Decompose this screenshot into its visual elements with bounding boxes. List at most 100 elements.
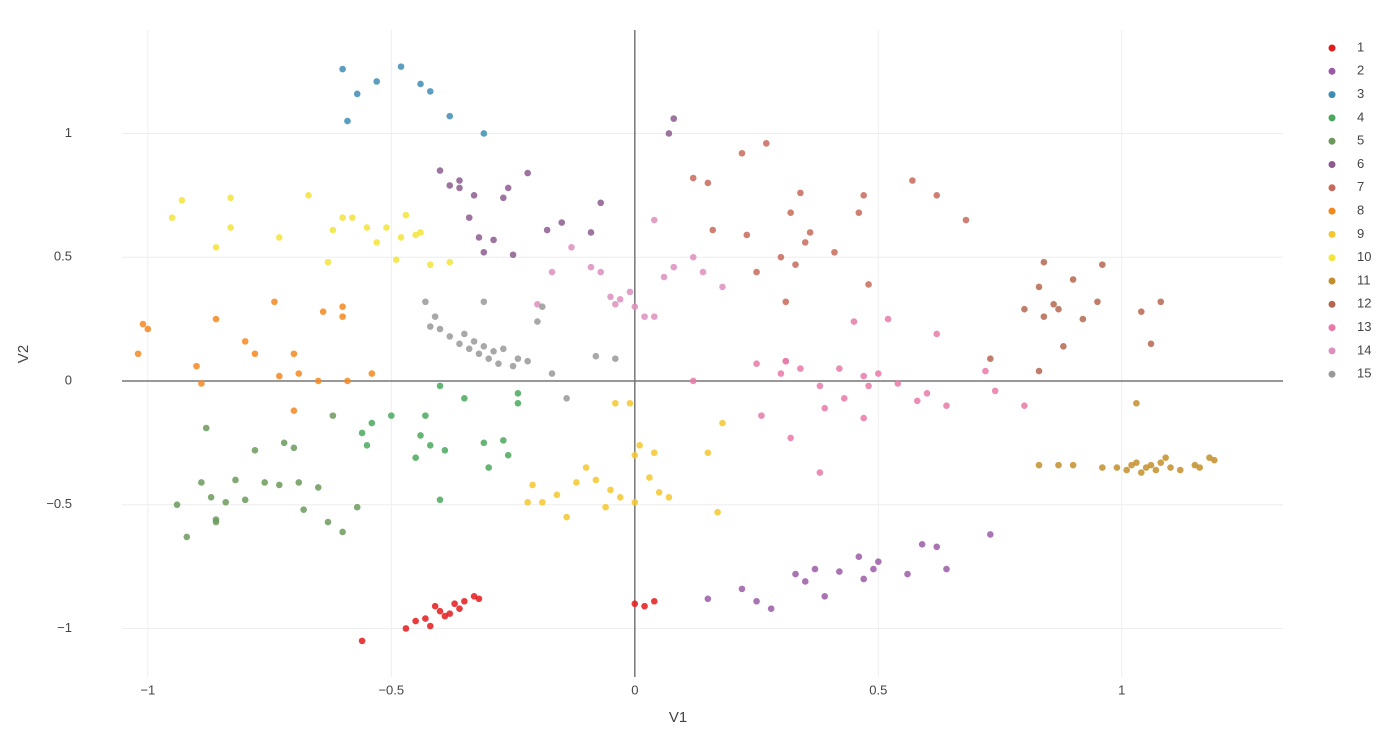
point xyxy=(933,543,941,551)
point xyxy=(704,179,712,187)
point xyxy=(1040,313,1048,320)
point xyxy=(626,399,634,407)
point xyxy=(641,602,648,610)
legend-swatch xyxy=(1328,161,1336,168)
legend-swatch xyxy=(1328,347,1336,355)
point xyxy=(1113,464,1121,471)
point xyxy=(353,503,361,511)
point xyxy=(592,476,600,484)
point xyxy=(650,216,658,224)
point xyxy=(344,377,351,385)
x-tick-label: 0.5 xyxy=(869,682,887,697)
point xyxy=(446,112,454,120)
grid xyxy=(122,30,1283,677)
point xyxy=(1035,367,1043,375)
point xyxy=(875,558,882,565)
point xyxy=(797,365,804,372)
point xyxy=(397,63,405,70)
legend-swatch xyxy=(1328,230,1336,238)
point xyxy=(1133,399,1140,407)
point xyxy=(660,273,668,281)
point xyxy=(860,192,867,199)
legend-swatch xyxy=(1328,184,1336,192)
point xyxy=(446,182,454,189)
point xyxy=(801,578,809,585)
point xyxy=(295,479,303,486)
point xyxy=(1069,276,1077,283)
point xyxy=(144,325,152,333)
legend-label: 11 xyxy=(1357,272,1371,287)
point xyxy=(168,214,176,221)
point xyxy=(758,412,765,419)
point xyxy=(543,226,551,234)
point xyxy=(251,446,259,454)
point xyxy=(241,496,249,504)
point xyxy=(275,481,283,489)
point xyxy=(305,192,312,199)
point xyxy=(1147,340,1155,348)
point xyxy=(465,345,473,353)
point xyxy=(1152,466,1160,474)
point xyxy=(480,130,488,137)
point xyxy=(1196,464,1204,471)
point xyxy=(368,370,376,377)
point xyxy=(553,491,561,499)
point xyxy=(753,597,760,605)
point xyxy=(821,593,829,600)
legend-label: 2 xyxy=(1357,63,1364,78)
point xyxy=(738,585,746,593)
point xyxy=(446,258,454,266)
point xyxy=(388,412,395,419)
point xyxy=(884,315,892,323)
x-tick-label: 0 xyxy=(631,682,638,697)
point xyxy=(504,184,512,192)
point xyxy=(719,283,726,291)
point xyxy=(875,370,882,377)
y-tick-label: 1 xyxy=(65,125,72,140)
point xyxy=(612,399,619,407)
point xyxy=(436,496,444,504)
point xyxy=(324,518,332,526)
point xyxy=(850,318,858,325)
point xyxy=(689,377,697,385)
point xyxy=(412,617,419,625)
point xyxy=(592,352,600,360)
point xyxy=(426,323,434,330)
point xyxy=(670,115,678,122)
legend-label: 14 xyxy=(1357,342,1371,357)
point xyxy=(436,382,444,390)
legend-swatch xyxy=(1328,254,1336,262)
point xyxy=(134,350,142,358)
point xyxy=(909,177,916,184)
legend-label: 9 xyxy=(1357,226,1364,241)
point xyxy=(699,268,707,276)
point xyxy=(1055,461,1062,469)
point xyxy=(1069,461,1077,469)
point xyxy=(962,216,970,224)
point xyxy=(509,362,517,370)
point xyxy=(933,192,941,199)
point xyxy=(402,625,410,632)
legend-swatch xyxy=(1328,277,1336,285)
point xyxy=(451,600,458,608)
point xyxy=(777,370,785,377)
point xyxy=(227,224,234,231)
point xyxy=(913,397,921,405)
point xyxy=(1099,261,1106,268)
point xyxy=(202,424,210,432)
point xyxy=(836,568,843,575)
point xyxy=(509,251,517,259)
point xyxy=(339,313,346,320)
point xyxy=(1176,466,1184,474)
point xyxy=(339,214,346,221)
point xyxy=(1123,466,1130,474)
point xyxy=(738,149,746,157)
point xyxy=(436,325,444,333)
point xyxy=(480,298,488,306)
point xyxy=(573,479,580,486)
point xyxy=(860,372,867,380)
point xyxy=(777,253,785,261)
point xyxy=(1142,464,1150,471)
point xyxy=(271,298,278,306)
legend-label: 13 xyxy=(1357,319,1371,334)
